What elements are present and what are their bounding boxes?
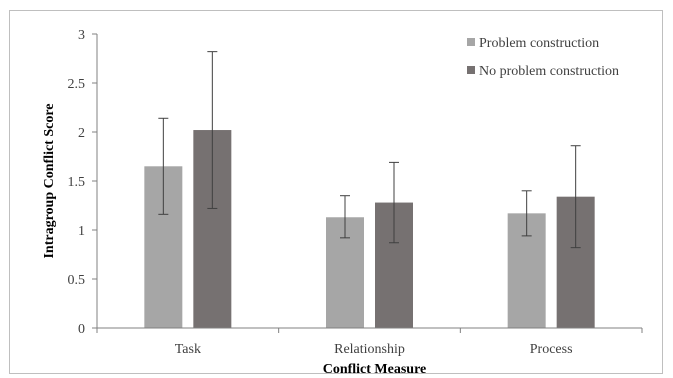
x-tick-label: Process	[530, 342, 573, 357]
x-axis-ticks: Task Relationship Process	[96, 328, 643, 357]
y-tick-label: 2	[78, 126, 85, 141]
error-bars-group	[158, 51, 581, 249]
y-tick-label: 0	[78, 322, 85, 337]
x-tick-label: Relationship	[334, 342, 405, 357]
legend-swatch	[467, 66, 475, 74]
y-tick-label: 1.5	[68, 175, 86, 190]
chart-frame	[9, 10, 663, 374]
legend-swatch	[467, 38, 475, 46]
x-tick-label: Task	[175, 342, 201, 357]
legend-label: No problem construction	[479, 64, 619, 79]
y-tick-label: 0.5	[68, 273, 86, 288]
y-axis-title: Intragroup Conflict Score	[42, 103, 57, 258]
legend: Problem construction No problem construct…	[467, 36, 619, 79]
x-axis-title: Conflict Measure	[323, 362, 427, 377]
y-tick-label: 2.5	[68, 77, 86, 92]
y-axis-ticks: 0 0.5 1 1.5 2 2.5 3	[68, 28, 97, 337]
legend-label: Problem construction	[479, 36, 599, 51]
y-tick-label: 3	[78, 28, 85, 43]
y-tick-label: 1	[78, 224, 85, 239]
